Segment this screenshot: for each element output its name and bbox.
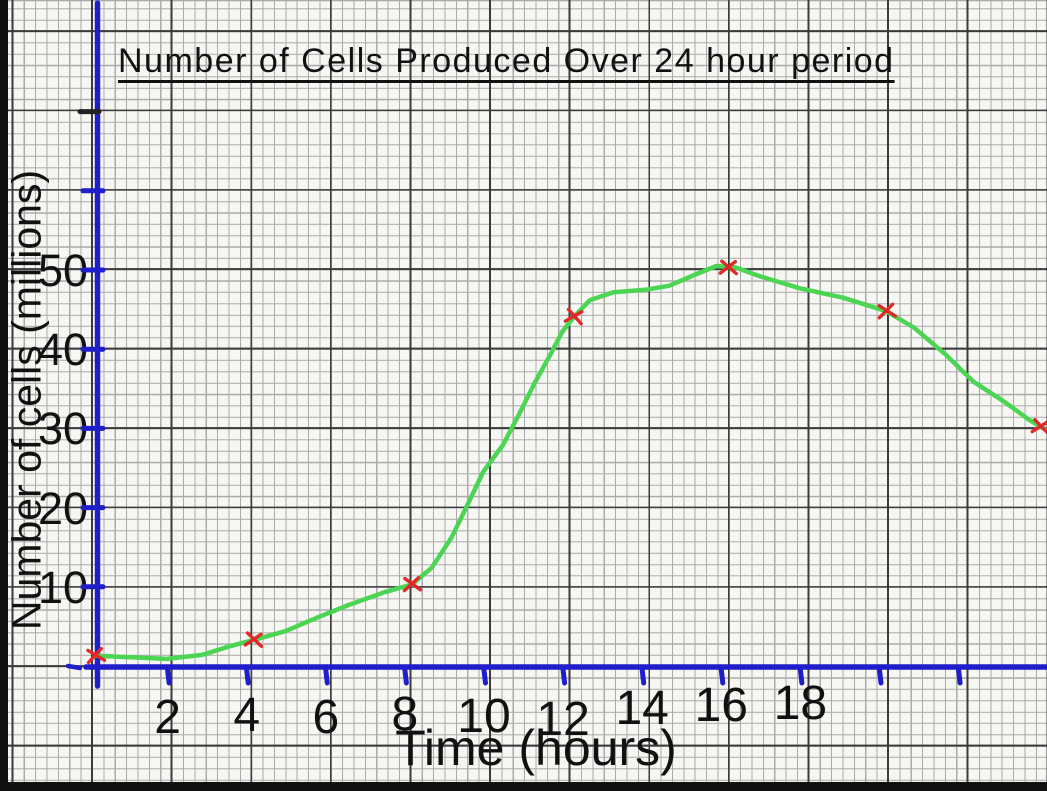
y-tick-label: 40 <box>37 324 88 376</box>
data-point-marker <box>86 646 107 665</box>
data-point-marker <box>563 307 584 326</box>
scan-edge-bottom <box>0 782 1047 791</box>
x-axis-tick <box>244 667 251 686</box>
y-tick-label: 10 <box>37 561 88 613</box>
data-point-marker <box>243 631 264 648</box>
x-axis-tick <box>956 667 963 686</box>
x-axis-tick <box>560 667 568 686</box>
x-axis-tick <box>797 667 805 686</box>
data-point-marker <box>1030 418 1047 436</box>
marker-stroke <box>877 303 897 318</box>
x-axis-tick <box>402 667 409 686</box>
x-tick-label: 12 <box>536 693 590 746</box>
marker-stroke <box>245 631 264 648</box>
marker-stroke <box>1033 418 1047 436</box>
x-axis-tick <box>718 667 726 686</box>
data-point-marker <box>877 302 897 320</box>
x-tick-label: 8 <box>391 688 419 741</box>
x-axis-start-dash <box>65 663 83 671</box>
x-tick-label: 18 <box>773 677 828 730</box>
data-curve <box>93 263 1047 662</box>
x-axis-tick <box>165 667 172 686</box>
x-tick-label: 4 <box>233 689 261 742</box>
data-point-marker <box>402 576 423 593</box>
marker-stroke <box>720 259 738 276</box>
x-tick-label: 2 <box>154 691 181 744</box>
x-axis-tick <box>481 667 488 686</box>
data-point-marker <box>718 259 738 276</box>
x-tick-label: 16 <box>694 679 748 732</box>
y-tick-label: 30 <box>37 403 88 455</box>
x-axis-label: Time (hours) <box>395 720 677 776</box>
x-tick-label: 10 <box>457 690 511 743</box>
marker-stroke <box>86 648 107 662</box>
marker-stroke <box>566 307 583 326</box>
x-axis-tick <box>323 667 330 686</box>
y-tick-label: 50 <box>37 245 88 296</box>
x-tick-label: 14 <box>615 682 669 735</box>
x-axis-tick <box>639 667 647 686</box>
scan-edge-left <box>0 0 8 791</box>
x-axis-tick <box>877 667 884 686</box>
marker-stroke <box>403 576 423 592</box>
chart-title: Number of Cells Produced Over 24 hour pe… <box>118 42 895 80</box>
y-tick-label: 20 <box>37 482 88 534</box>
x-tick-label: 6 <box>312 691 340 744</box>
